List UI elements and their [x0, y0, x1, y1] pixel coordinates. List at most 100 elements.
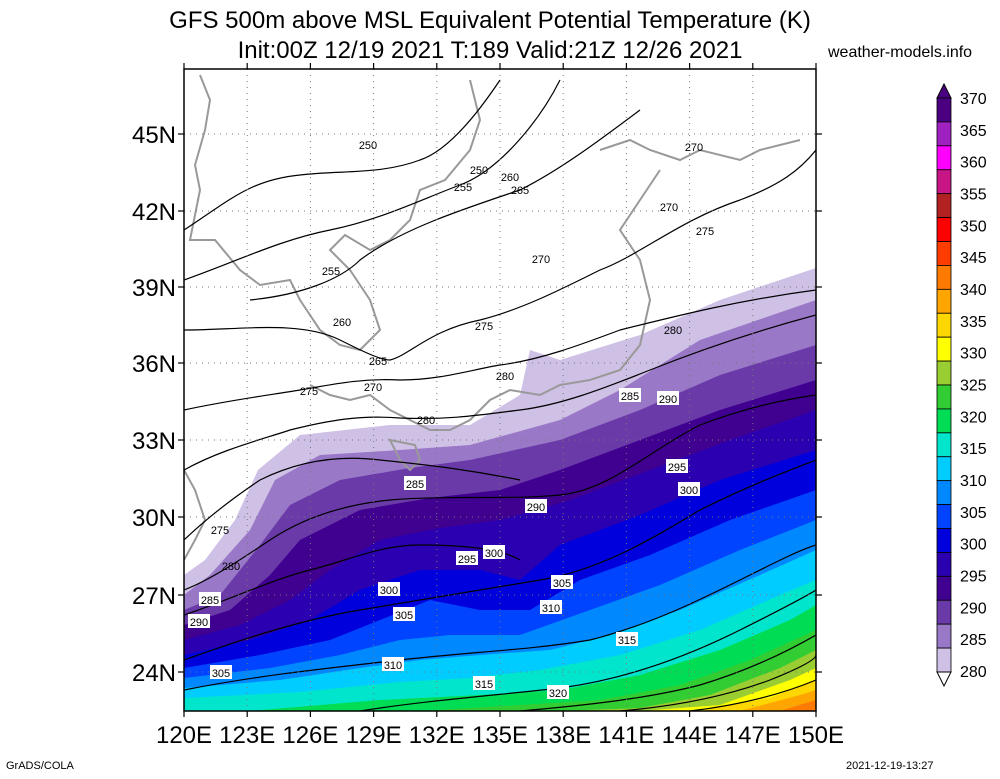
- contour-label: 310: [542, 603, 560, 615]
- chart-subtitle: Init:00Z 12/19 2021 T:189 Valid:21Z 12/2…: [237, 37, 743, 64]
- colorbar-swatch: [936, 145, 952, 171]
- contour-label: 250: [359, 140, 377, 152]
- contour-label: 315: [618, 635, 636, 647]
- band-360: [780, 700, 816, 711]
- lat-label: 30N: [132, 505, 176, 532]
- lat-label: 45N: [132, 122, 176, 149]
- colorbar-swatch: [936, 360, 952, 386]
- colorbar-swatch: [936, 432, 952, 458]
- colorbar-bottom-arrow: [936, 671, 952, 688]
- colorbar-label: 350: [960, 218, 987, 235]
- colorbar-label: 360: [960, 155, 987, 172]
- contour-label: 285: [406, 479, 424, 491]
- colorbar-label: 305: [960, 505, 987, 522]
- lon-label: 120E: [156, 722, 212, 749]
- colorbar-swatch: [936, 241, 952, 266]
- contour-label: 275: [300, 386, 318, 398]
- colorbar-swatch: [936, 288, 952, 314]
- colorbar-top-arrow: [936, 82, 952, 99]
- colorbar-label: 345: [960, 250, 987, 267]
- lon-label: 144E: [662, 722, 718, 749]
- colorbar-label: 300: [960, 537, 987, 554]
- contour-label: 300: [380, 585, 398, 597]
- contour-label: 250: [470, 165, 488, 177]
- contour-label: 265: [511, 185, 529, 197]
- contour-label: 280: [664, 325, 682, 337]
- lon-label: 135E: [472, 722, 528, 749]
- lat-label: 27N: [132, 583, 176, 610]
- contour-label: 305: [553, 578, 571, 590]
- contour-label: 305: [212, 668, 230, 680]
- lon-label: 132E: [409, 722, 465, 749]
- colorbar-label: 365: [960, 123, 987, 140]
- colorbar-label: 330: [960, 346, 987, 363]
- contour-label: 280: [496, 371, 514, 383]
- colorbar-swatch: [936, 575, 952, 601]
- lon-label: 126E: [282, 722, 338, 749]
- band-335: [420, 630, 816, 711]
- contour-label: 255: [322, 266, 340, 278]
- contour-lines: [184, 79, 816, 711]
- lon-label: 129E: [346, 722, 402, 749]
- axis-ticks: [178, 63, 822, 717]
- colorbar-swatch: [936, 217, 952, 242]
- contour-label: 270: [685, 142, 703, 154]
- colorbar-label: 340: [960, 282, 987, 299]
- colorbar-swatch: [936, 647, 952, 673]
- colorbar-swatch: [936, 384, 952, 410]
- contour-label: 290: [190, 617, 208, 629]
- contour-label: 315: [475, 679, 493, 691]
- contour-label: 290: [527, 502, 545, 514]
- colorbar-label: 325: [960, 378, 987, 395]
- colorbar-swatch: [936, 312, 952, 338]
- colorbar-swatch: [936, 480, 952, 505]
- lat-label: 33N: [132, 428, 176, 455]
- lon-label: 141E: [598, 722, 654, 749]
- colorbar-swatch: [936, 552, 952, 577]
- band-355: [740, 690, 816, 711]
- contour-label: 285: [621, 391, 639, 403]
- colorbar-swatch: [936, 121, 952, 147]
- colorbar-label: 370: [960, 91, 987, 108]
- colorbar-swatch: [936, 623, 952, 649]
- colorbar-swatch: [936, 193, 952, 218]
- contour-label: 305: [395, 610, 413, 622]
- lat-label: 39N: [132, 275, 176, 302]
- contour-label: 265: [369, 356, 387, 368]
- contour-label: 320: [549, 688, 567, 700]
- colorbar: 370 365 360 355 350 345 340 335 330 325 320 315 310 3…: [936, 82, 987, 688]
- contour-label: 280: [222, 561, 240, 573]
- contour-label: 300: [485, 548, 503, 560]
- lat-axis-labels: 24N 27N 30N 33N 36N 39N 42N 45N: [132, 122, 176, 687]
- band-330: [250, 605, 816, 711]
- contour-label: 300: [680, 485, 698, 497]
- contour-label: 275: [696, 226, 714, 238]
- chart-title: GFS 500m above MSL Equivalent Potential …: [169, 7, 811, 34]
- lat-label: 42N: [132, 199, 176, 226]
- contour-label: 280: [417, 415, 435, 427]
- lat-label: 24N: [132, 660, 176, 687]
- site-label: weather-models.info: [828, 44, 973, 61]
- colorbar-label: 280: [960, 664, 987, 681]
- contour-label: 285: [201, 595, 219, 607]
- colorbar-swatch: [936, 456, 952, 482]
- colorbar-label: 315: [960, 441, 987, 458]
- colorbar-swatch: [936, 169, 952, 195]
- contour-label: 310: [384, 660, 402, 672]
- colorbar-swatch: [936, 265, 952, 290]
- contour-label: 295: [668, 462, 686, 474]
- contour-label: 275: [211, 525, 229, 537]
- colorbar-label: 355: [960, 187, 987, 204]
- colorbar-label: 290: [960, 600, 987, 617]
- colorbar-swatch: [936, 599, 952, 625]
- colorbar-label: 295: [960, 569, 987, 586]
- colorbar-swatch: [936, 504, 952, 529]
- contour-label: 270: [660, 202, 678, 214]
- colorbar-label: 310: [960, 473, 987, 490]
- lon-label: 150E: [788, 722, 844, 749]
- contour-label: 260: [501, 172, 519, 184]
- lon-label: 138E: [535, 722, 591, 749]
- colorbar-swatch: [936, 97, 952, 123]
- contour-labels: 2502502552552602602652652702702702702752…: [188, 140, 714, 700]
